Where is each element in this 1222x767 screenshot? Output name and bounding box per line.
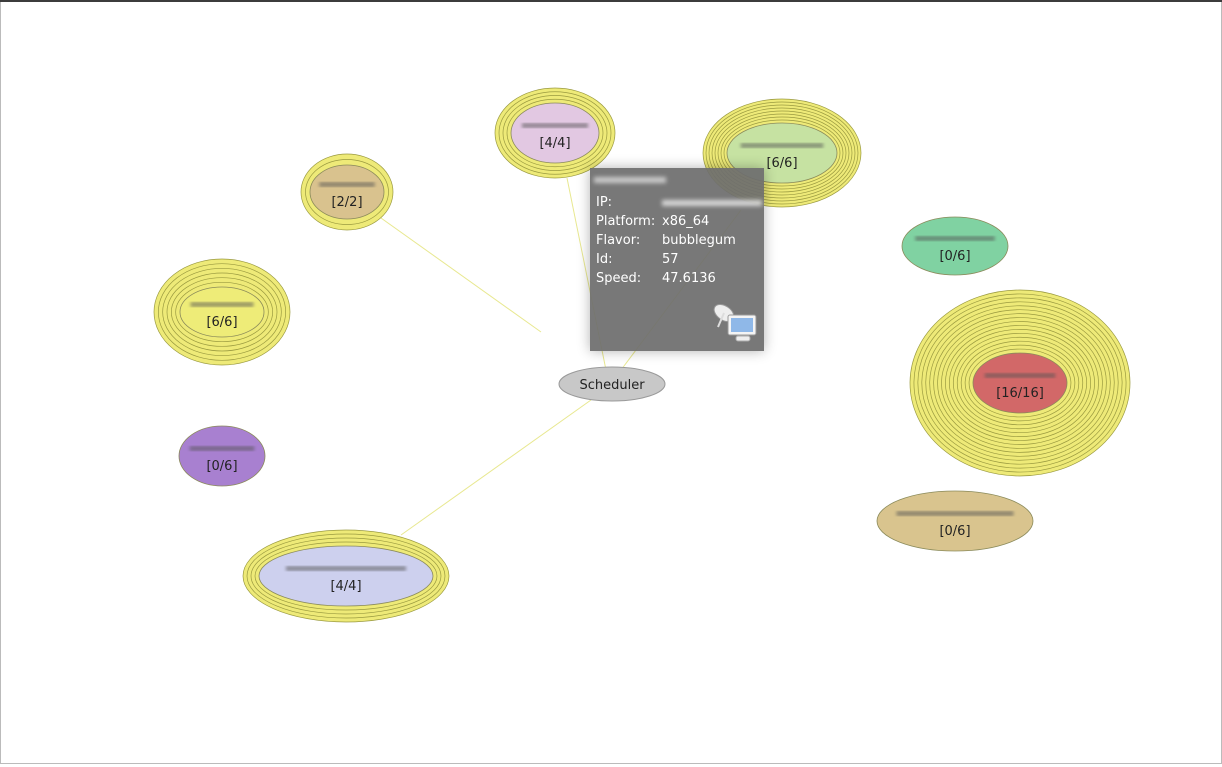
- speed-label: Speed:: [596, 271, 642, 286]
- speed-value: 47.6136: [662, 271, 716, 286]
- host-name-blurred: [189, 446, 255, 451]
- host-name-blurred: [984, 373, 1056, 378]
- flavor-label: Flavor:: [596, 233, 641, 248]
- host-job-count: [0/6]: [939, 524, 970, 539]
- host-job-count: [6/6]: [766, 156, 797, 171]
- ip-label: IP:: [596, 195, 613, 210]
- id-label: Id:: [596, 252, 613, 267]
- id-value: 57: [662, 252, 679, 267]
- host-ellipse[interactable]: [178, 425, 266, 487]
- host-name-blurred: [190, 302, 254, 307]
- host-node[interactable]: [6/6]: [153, 258, 291, 366]
- scheduler-label: Scheduler: [579, 378, 645, 393]
- host-ellipse[interactable]: [972, 352, 1068, 414]
- platform-label: Platform:: [596, 214, 656, 229]
- host-name-blurred: [594, 177, 666, 183]
- host-ellipse[interactable]: [901, 216, 1009, 276]
- tooltip-flavor-row: Flavor: bubblegum: [596, 233, 736, 248]
- host-node[interactable]: [0/6]: [178, 425, 266, 487]
- tooltip-speed-row: Speed: 47.6136: [596, 271, 716, 286]
- host-job-count: [6/6]: [206, 315, 237, 330]
- tooltip-ip-row: IP:: [596, 195, 762, 210]
- host-name-blurred: [286, 566, 406, 571]
- host-edge: [400, 399, 592, 536]
- ip-value-blurred: [662, 199, 762, 206]
- host-ellipse[interactable]: [309, 164, 385, 220]
- host-job-count: [0/6]: [939, 249, 970, 264]
- scheduler-node[interactable]: Scheduler: [558, 366, 666, 402]
- host-job-count: [4/4]: [330, 579, 361, 594]
- host-name-blurred: [522, 123, 588, 128]
- window-top-border: [0, 0, 1222, 2]
- tooltip-platform-row: Platform: x86_64: [596, 214, 709, 229]
- scheduler-ellipse[interactable]: [558, 366, 666, 402]
- tooltip-id-row: Id: 57: [596, 252, 679, 267]
- host-job-count: [0/6]: [206, 459, 237, 474]
- host-node[interactable]: [4/4]: [494, 87, 616, 179]
- host-name-blurred: [740, 143, 824, 148]
- host-ellipse[interactable]: [510, 102, 600, 164]
- flavor-value: bubblegum: [662, 233, 736, 248]
- host-edge: [380, 217, 542, 333]
- host-name-blurred: [319, 182, 375, 187]
- platform-value: x86_64: [662, 214, 710, 229]
- host-node[interactable]: [0/6]: [901, 216, 1009, 276]
- host-node[interactable]: [16/16]: [909, 289, 1131, 477]
- host-node[interactable]: [4/4]: [242, 529, 450, 623]
- host-name-blurred: [896, 511, 1014, 516]
- host-job-count: [2/2]: [331, 195, 362, 210]
- satellite-computer-icon: [713, 303, 757, 342]
- host-ellipse[interactable]: [179, 286, 265, 338]
- host-tooltip: IP: Platform: x86_64 Flavor: bubblegum Id:…: [590, 168, 764, 351]
- host-ellipse[interactable]: [876, 490, 1034, 552]
- host-job-count: [4/4]: [539, 136, 570, 151]
- host-ellipse[interactable]: [258, 545, 434, 607]
- host-job-count: [16/16]: [996, 386, 1044, 401]
- host-name-blurred: [915, 236, 995, 241]
- host-node[interactable]: [2/2]: [300, 153, 394, 231]
- host-node[interactable]: [0/6]: [876, 490, 1034, 552]
